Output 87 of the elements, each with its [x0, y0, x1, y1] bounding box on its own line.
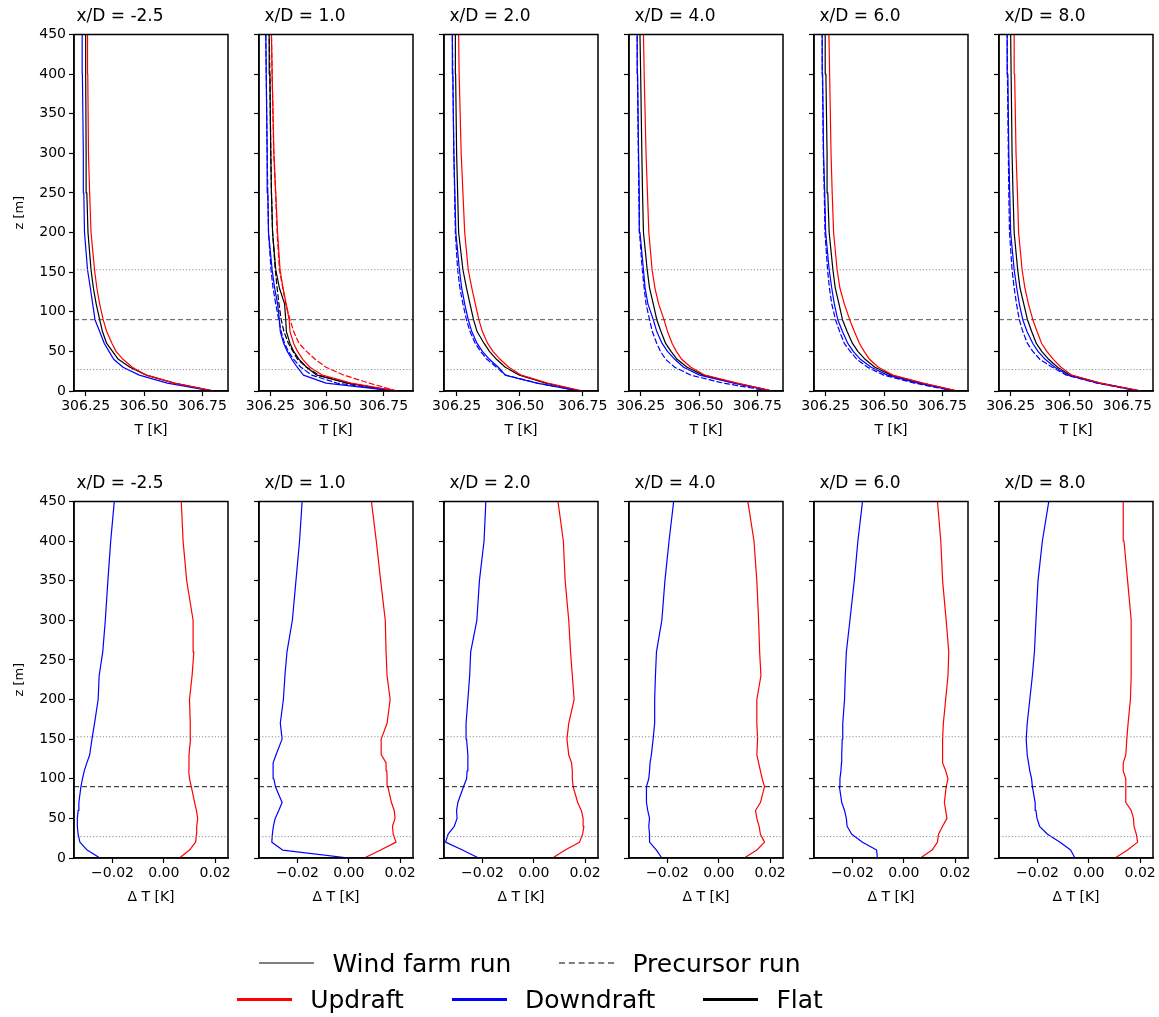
legend-label: Precursor run: [632, 948, 801, 978]
x-tick-label: 0.00: [518, 864, 550, 881]
x-tick-label: 0.02: [384, 864, 416, 881]
x-tick-label: 306.50: [302, 397, 352, 414]
x-tick-label: 0.00: [703, 864, 735, 881]
x-axis-title: Δ T [K]: [1052, 888, 1100, 905]
x-tick-label: 306.25: [986, 397, 1036, 414]
x-tick-label: 306.25: [432, 397, 482, 414]
chart-title: x/D = 6.0: [819, 4, 901, 25]
chart-title: x/D = 1.0: [264, 4, 346, 25]
chart-title: x/D = 2.0: [449, 471, 531, 492]
x-axis-title: T [K]: [1058, 421, 1093, 438]
x-axis-title: Δ T [K]: [312, 888, 360, 905]
y-tick-label: 200: [39, 223, 66, 240]
y-axis-title: z [m]: [11, 195, 27, 230]
x-tick-label: 0.00: [888, 864, 920, 881]
x-tick-label: −0.02: [91, 864, 134, 881]
x-tick-label: 306.75: [732, 397, 782, 414]
x-tick-label: 306.25: [245, 397, 295, 414]
x-tick-label: 0.00: [1073, 864, 1105, 881]
x-tick-label: −0.02: [646, 864, 689, 881]
x-tick-label: 306.75: [359, 397, 409, 414]
legend-label: Downdraft: [524, 984, 656, 1014]
x-tick-label: 0.00: [148, 864, 180, 881]
x-tick-label: 0.02: [199, 864, 231, 881]
x-axis-title: Δ T [K]: [127, 888, 175, 905]
x-tick-label: −0.02: [831, 864, 874, 881]
x-axis-title: T [K]: [133, 421, 168, 438]
y-tick-label: 250: [39, 650, 66, 667]
x-axis-title: T [K]: [503, 421, 538, 438]
y-tick-label: 0: [57, 848, 66, 865]
x-tick-label: 306.50: [859, 397, 909, 414]
y-tick-label: 50: [48, 342, 66, 359]
y-tick-label: 200: [39, 690, 66, 707]
y-axis-title: z [m]: [11, 662, 27, 697]
x-tick-label: 306.50: [495, 397, 545, 414]
x-tick-label: −0.02: [1016, 864, 1059, 881]
y-tick-label: 400: [39, 531, 66, 548]
x-axis-title: T [K]: [318, 421, 353, 438]
x-tick-label: 306.50: [674, 397, 724, 414]
y-tick-label: 400: [39, 64, 66, 81]
legend-label: Wind farm run: [332, 948, 512, 978]
chart-title: x/D = 2.0: [449, 4, 531, 25]
y-tick-label: 350: [39, 571, 66, 588]
y-tick-label: 450: [39, 25, 66, 42]
y-tick-label: 450: [39, 492, 66, 509]
x-tick-label: −0.02: [276, 864, 319, 881]
chart-title: x/D = 4.0: [634, 4, 716, 25]
x-tick-label: −0.02: [461, 864, 504, 881]
x-tick-label: 0.00: [333, 864, 365, 881]
x-tick-label: 306.75: [917, 397, 967, 414]
y-tick-label: 300: [39, 610, 66, 627]
x-tick-label: 306.25: [801, 397, 851, 414]
x-axis-title: Δ T [K]: [497, 888, 545, 905]
y-tick-label: 250: [39, 183, 66, 200]
chart-title: x/D = 8.0: [1004, 4, 1086, 25]
x-tick-label: 0.02: [939, 864, 971, 881]
y-tick-label: 100: [39, 769, 66, 786]
chart-title: x/D = 1.0: [264, 471, 346, 492]
x-tick-label: 0.02: [754, 864, 786, 881]
chart-title: x/D = -2.5: [76, 471, 164, 492]
y-tick-label: 0: [57, 381, 66, 398]
x-axis-title: T [K]: [688, 421, 723, 438]
legend-label: Flat: [776, 984, 823, 1014]
y-tick-label: 150: [39, 729, 66, 746]
y-tick-label: 350: [39, 104, 66, 121]
chart-title: x/D = 6.0: [819, 471, 901, 492]
y-tick-label: 100: [39, 302, 66, 319]
x-tick-label: 306.75: [558, 397, 608, 414]
x-tick-label: 306.50: [119, 397, 169, 414]
x-tick-label: 306.50: [1044, 397, 1094, 414]
y-tick-label: 300: [39, 143, 66, 160]
x-tick-label: 306.75: [1102, 397, 1152, 414]
x-tick-label: 306.75: [177, 397, 227, 414]
y-tick-label: 50: [48, 809, 66, 826]
x-axis-title: T [K]: [873, 421, 908, 438]
x-axis-title: Δ T [K]: [867, 888, 915, 905]
x-tick-label: 0.02: [1124, 864, 1156, 881]
chart-title: x/D = 4.0: [634, 471, 716, 492]
x-tick-label: 0.02: [569, 864, 601, 881]
x-tick-label: 306.25: [61, 397, 111, 414]
x-tick-label: 306.25: [616, 397, 666, 414]
legend-label: Updraft: [310, 984, 404, 1014]
y-tick-label: 150: [39, 262, 66, 279]
chart-title: x/D = 8.0: [1004, 471, 1086, 492]
x-axis-title: Δ T [K]: [682, 888, 730, 905]
chart-title: x/D = -2.5: [76, 4, 164, 25]
